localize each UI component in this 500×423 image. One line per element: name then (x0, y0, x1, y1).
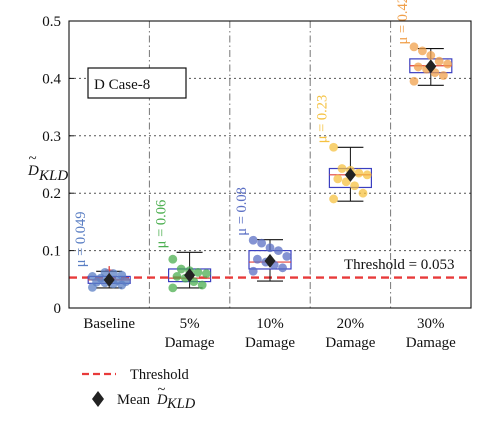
data-point (337, 164, 347, 173)
data-point (172, 272, 182, 281)
mean-marker (103, 272, 115, 287)
mean-marker (264, 253, 276, 268)
data-point (253, 254, 262, 264)
y-tick-label: 0.3 (42, 129, 61, 145)
y-tick-label: 0.5 (42, 14, 61, 30)
data-point (443, 59, 452, 69)
y-axis-label: D ~ KLD (27, 151, 68, 184)
data-point (426, 51, 436, 60)
threshold-label: Threshold = 0.053 (344, 257, 455, 273)
data-point (100, 268, 110, 277)
data-point (121, 277, 131, 286)
x-tick-label: 30% Damage (406, 316, 456, 351)
data-point (282, 251, 292, 261)
y-tick-label: 0.2 (42, 186, 61, 202)
x-tick-label: 10% Damage (245, 316, 295, 351)
data-point (358, 188, 368, 198)
legend-mean-sub: KLD (166, 396, 196, 412)
y-tick-label: 0.1 (42, 244, 61, 260)
mean-value-label: μ = 0.08 (234, 187, 250, 236)
data-point (329, 142, 338, 152)
data-point (409, 42, 419, 52)
y-tick-label: 0.4 (42, 71, 61, 87)
data-point (117, 270, 127, 280)
data-point (248, 266, 258, 276)
mean-value-label: μ = 0.42 (395, 0, 411, 45)
mean-marker (344, 167, 356, 182)
data-point (329, 194, 338, 204)
data-point (354, 168, 364, 178)
mean-marker (425, 59, 437, 74)
data-point (439, 71, 448, 80)
data-point (362, 170, 372, 180)
x-tick-label: Baseline (83, 316, 135, 332)
data-point (413, 62, 423, 72)
data-point (274, 246, 283, 256)
data-point (278, 263, 287, 273)
legend-mean-tilde: ~ (158, 382, 166, 398)
data-point (257, 238, 266, 248)
mean-labels: μ = 0.049 μ = 0.06 μ = 0.08 μ = 0.23 μ = 0.4… (73, 0, 411, 267)
data-point (197, 280, 207, 290)
data-point (176, 264, 186, 274)
data-point (350, 181, 359, 191)
mean-markers (103, 59, 437, 287)
case-label: D Case-8 (94, 77, 150, 93)
data-point (168, 254, 178, 264)
x-tick-label: 5% Damage (165, 316, 215, 351)
plot-frame (68, 20, 472, 309)
x-axis-ticks: Baseline 5% Damage 10% Damage 20% Damage 30% Dam… (83, 316, 456, 351)
data-point (88, 272, 97, 281)
mean-value-label: μ = 0.06 (154, 200, 170, 249)
mean-value-label: μ = 0.23 (314, 95, 330, 144)
y-tick-label: 0 (54, 301, 62, 317)
data-point (265, 243, 275, 253)
legend-mean-swatch (92, 391, 104, 407)
data-point (248, 235, 258, 245)
legend-threshold-label: Threshold (130, 367, 190, 383)
legend: Threshold Mean D ~ KLD (82, 367, 196, 412)
mean-marker (184, 268, 196, 283)
case-label-box: D Case-8 (87, 67, 187, 99)
data-point (409, 76, 419, 86)
x-tick-label: 20% Damage (325, 316, 375, 351)
data-point (202, 269, 211, 278)
legend-mean-label: Mean (117, 392, 151, 408)
y-axis-label-sub: KLD (38, 168, 68, 184)
data-point (418, 46, 427, 56)
y-axis-label-tilde: ~ (29, 151, 37, 167)
legend-mean-d: D (156, 392, 168, 408)
data-point (341, 177, 351, 187)
data-point (168, 283, 178, 293)
data-point (434, 56, 444, 66)
data-point (193, 268, 203, 277)
y-axis-label-main: D (27, 163, 39, 179)
mean-value-label: μ = 0.049 (73, 211, 89, 267)
data-point (333, 174, 343, 184)
y-axis-ticks: 0 0.1 0.2 0.3 0.4 0.5 (42, 14, 74, 317)
